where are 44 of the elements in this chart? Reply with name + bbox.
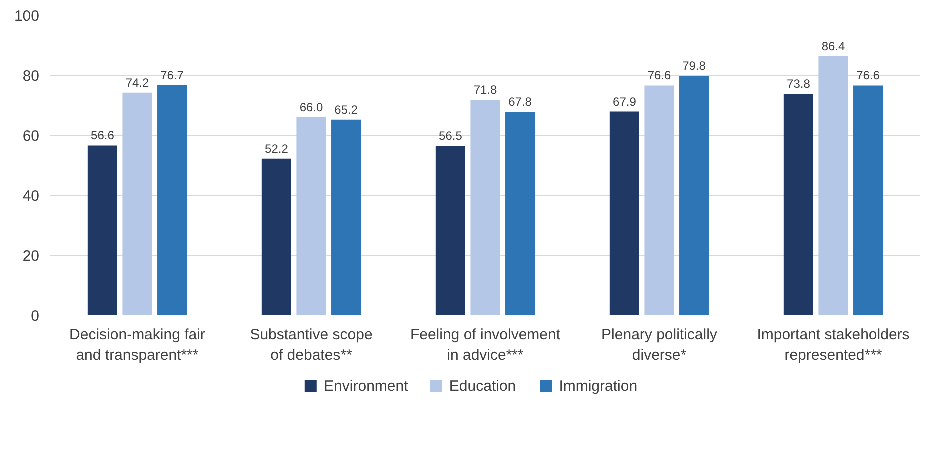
y-tick-label: 0 xyxy=(31,308,40,325)
y-tick-label: 20 xyxy=(22,248,40,265)
bar xyxy=(506,112,536,316)
data-label: 79.8 xyxy=(682,59,706,74)
x-tick-label: Feeling of involvement in advice*** xyxy=(410,326,562,364)
data-label: 65.2 xyxy=(334,102,358,117)
bar xyxy=(122,92,152,316)
legend-label: Education xyxy=(449,378,516,395)
data-label: 76.6 xyxy=(856,68,880,83)
x-tick-label: Decision-making fair and transparent*** xyxy=(70,326,206,364)
x-tick-label: Substantive scope of debates** xyxy=(250,326,373,364)
y-tick-label: 40 xyxy=(22,188,40,205)
bar xyxy=(470,100,500,316)
legend-label: Environment xyxy=(324,378,410,395)
bar xyxy=(88,146,118,316)
bar xyxy=(436,146,466,316)
data-label: 56.6 xyxy=(91,128,115,143)
bar xyxy=(332,120,362,316)
data-label: 86.4 xyxy=(822,39,846,54)
y-tick-label: 100 xyxy=(14,8,40,25)
data-label: 56.5 xyxy=(439,129,463,143)
data-label: 52.2 xyxy=(265,142,289,156)
bar xyxy=(680,76,710,316)
bar xyxy=(296,118,326,316)
data-label: 71.8 xyxy=(474,83,498,98)
data-label: 67.9 xyxy=(613,94,637,109)
data-label: 76.7 xyxy=(160,68,184,82)
bar xyxy=(262,158,292,316)
data-label: 76.6 xyxy=(648,68,672,83)
x-tick-label: Plenary politically diverse* xyxy=(602,326,718,364)
data-label: 66.0 xyxy=(300,100,324,114)
data-label: 73.8 xyxy=(787,77,811,92)
bar xyxy=(158,85,188,316)
legend-label: Immigration xyxy=(559,378,638,395)
x-tick-label: Important stakeholders represented*** xyxy=(757,326,910,364)
data-label: 67.8 xyxy=(508,95,532,110)
bar xyxy=(644,86,674,316)
bar xyxy=(818,56,848,316)
bar xyxy=(610,112,640,316)
y-tick-label: 80 xyxy=(22,68,40,85)
data-label: 74.2 xyxy=(126,76,150,90)
y-tick-label: 60 xyxy=(22,128,40,145)
bar xyxy=(784,94,814,316)
bar xyxy=(854,86,884,316)
